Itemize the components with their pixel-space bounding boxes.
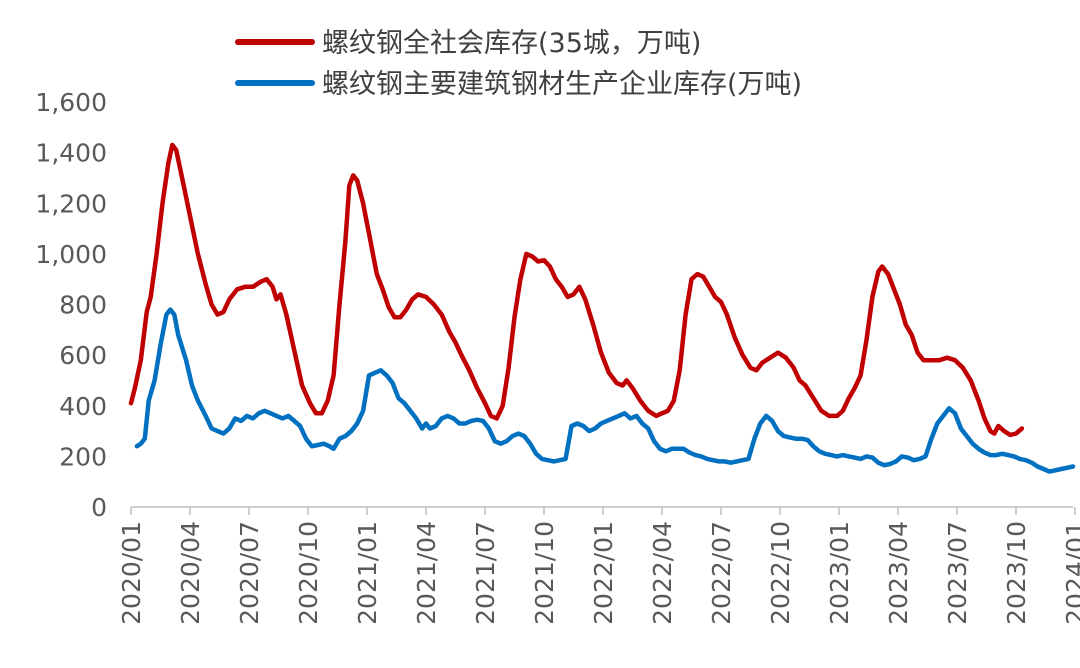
- x-tick-label: 2020/04: [176, 521, 205, 625]
- x-tick-label: 2022/04: [648, 521, 677, 625]
- x-tick-label: 2020/07: [235, 521, 264, 625]
- x-tick-label: 2023/07: [943, 521, 972, 625]
- x-tick-label: 2021/04: [412, 521, 441, 625]
- x-tick-label: 2021/10: [530, 521, 559, 625]
- y-axis-ticks: 0 200 400 600 800 1,000 1,200 1,400 1,600: [35, 88, 107, 522]
- y-tick-label: 200: [59, 442, 107, 471]
- legend-label: 螺纹钢主要建筑钢材生产企业库存(万吨): [322, 69, 802, 100]
- y-tick-label: 1,400: [35, 139, 107, 168]
- y-tick-label: 1,200: [35, 189, 107, 218]
- x-tick-label: 2023/10: [1002, 521, 1031, 625]
- series-line-producer-inventory: [134, 307, 1076, 474]
- y-tick-label: 600: [59, 341, 107, 370]
- x-tick-label: 2022/10: [766, 521, 795, 625]
- x-tick-label: 2023/01: [825, 521, 854, 625]
- x-tick-label: 2021/01: [353, 521, 382, 625]
- y-tick-label: 400: [59, 392, 107, 421]
- y-tick-label: 800: [59, 291, 107, 320]
- legend: 螺纹钢全社会库存(35城，万吨) 螺纹钢主要建筑钢材生产企业库存(万吨): [235, 28, 802, 100]
- x-axis-ticks: 2020/01 2020/04 2020/07 2020/10 2021/01 2021/…: [117, 507, 1080, 625]
- x-tick-label: 2020/10: [294, 521, 323, 625]
- x-tick-label: 2022/07: [707, 521, 736, 625]
- y-tick-label: 1,000: [35, 240, 107, 269]
- x-tick-label: 2022/01: [589, 521, 618, 625]
- x-tick-label: 2023/04: [884, 521, 913, 625]
- x-tick-label: 2021/07: [471, 521, 500, 625]
- series-lines: [128, 142, 1076, 474]
- series-line-social-inventory: [128, 142, 1025, 438]
- y-tick-label: 0: [91, 493, 107, 522]
- x-tick-label: 2024/01: [1061, 521, 1080, 625]
- legend-label: 螺纹钢全社会库存(35城，万吨): [322, 28, 701, 59]
- y-tick-label: 1,600: [35, 88, 107, 117]
- x-tick-label: 2020/01: [117, 521, 146, 625]
